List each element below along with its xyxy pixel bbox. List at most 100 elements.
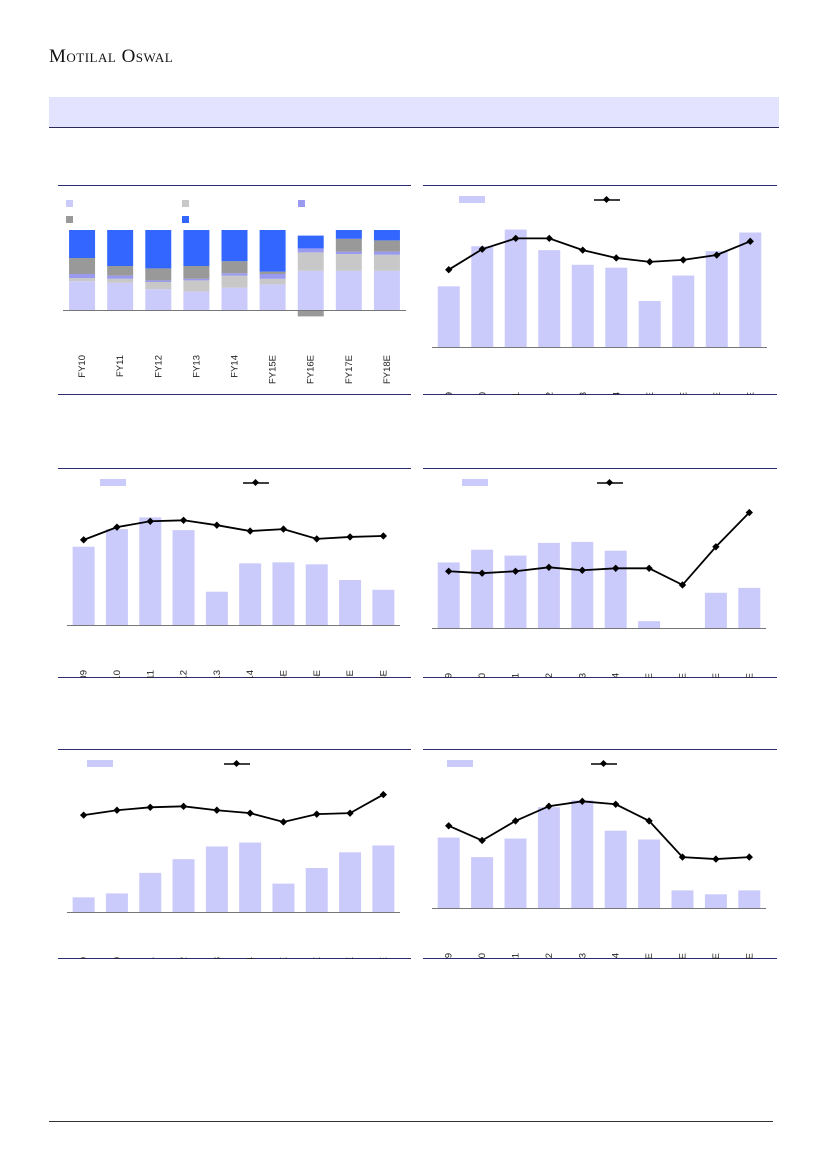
legend-bar-swatch [462,479,488,486]
stack-segment-5 [69,230,96,258]
x-tick-label: FY13 [191,355,202,378]
stack-segment-5 [373,230,400,241]
x-tick-label: FY15E [645,392,656,395]
x-tick-label: FY15E [644,673,655,678]
stack-segment-1 [145,289,172,310]
stack-segment-1 [183,291,210,310]
legend-line-marker [605,478,614,487]
stack-segment-4 [107,266,134,276]
bar [738,890,761,908]
bar [671,890,694,908]
bar [638,301,661,347]
chart-panel-4: FY09 FY10 FY11 FY12 FY13 FY14 FY15E FY16E FY17E F… [423,468,777,678]
bar [537,542,560,628]
bar [471,246,494,347]
bar [604,830,627,908]
stack-segment-5 [145,230,172,269]
x-tick-label: FY13 [212,957,223,959]
line-marker [445,822,453,830]
bar [272,883,295,912]
stack-segment-1 [297,270,324,310]
stack-segment-5 [221,230,248,262]
line-marker [179,516,188,524]
x-tick-label: FY18E [745,392,756,395]
line-marker [79,811,88,819]
line-marker [279,525,288,533]
line-marker [313,810,321,818]
bar [239,563,262,625]
legend-swatch [66,216,73,223]
chart-panel-1: FY10 FY11 FY12 FY13 FY14 FY15E FY16E FY17E FY18E [58,185,411,395]
bar [471,549,494,628]
line-marker [745,508,753,517]
bar [705,251,728,347]
stack-segment-1 [373,270,400,310]
bar [504,555,527,628]
x-tick-label: FY11 [511,673,522,678]
x-tick-label: FY17E [344,355,355,384]
line-marker [712,855,720,863]
x-tick-label: FY13 [577,953,588,959]
bar [139,872,162,912]
legend-line-marker [599,759,608,768]
bar [339,579,362,625]
stack-segment-4 [69,258,96,274]
line-marker [179,802,188,810]
stack-segment-4 [297,310,324,317]
stack-segment-5 [107,230,134,266]
bar [339,852,362,912]
bar [571,264,594,347]
stack-segment-4 [373,240,400,252]
x-tick-label: FY18E [378,670,389,678]
stack-segment-3 [183,278,210,281]
legend-line-marker [251,478,260,487]
bar [172,859,195,912]
line-marker [545,234,553,243]
x-tick-label: FY12 [179,957,190,959]
line-marker [478,245,486,253]
line-marker [146,803,154,811]
x-tick-label: FY15E [268,355,279,384]
bar-line-chart-2: FY09 FY10 FY11 FY12 FY13 FY14 FY15E FY16E FY17E F… [58,468,411,678]
line-marker [612,800,620,808]
legend-swatch [182,216,189,223]
stack-segment-3 [373,251,400,255]
line-marker [246,527,254,535]
section-title-band [49,97,779,128]
series-line [448,511,750,587]
line-marker [213,521,221,529]
bar [72,897,95,912]
x-tick-label: FY12 [153,355,164,378]
stack-segment-4 [335,238,362,252]
line-marker [313,535,321,543]
line-marker [745,853,753,861]
stack-segment-3 [297,248,324,253]
stack-segment-5 [183,230,210,266]
stack-segment-3 [259,274,286,279]
stack-segment-5 [259,230,286,272]
x-tick-label: FY14 [611,953,622,959]
stack-segment-4 [145,268,172,281]
line-marker [346,809,354,817]
legend-bar-swatch [459,196,485,203]
stack-segment-1 [221,287,248,310]
stack-segment-3 [107,275,134,279]
x-tick-label: FY18E [744,953,755,959]
line-marker [645,817,653,825]
bar-line-chart-5: FY09 FY10 FY11 FY12 FY13 FY14 FY15E FY16E FY17E F… [423,749,777,959]
bar [205,846,228,912]
legend-line-marker [602,195,611,204]
line-marker [645,564,653,572]
stack-segment-2 [297,252,324,271]
x-tick-label: FY09 [444,392,455,395]
line-marker [511,817,520,825]
x-tick-label: FY10 [477,392,488,395]
x-tick-label: FY17E [712,392,723,395]
series-line [448,800,750,860]
bar [638,839,661,908]
stack-segment-3 [145,280,172,282]
stack-segment-3 [69,274,96,278]
bar [604,550,627,628]
stack-segment-4 [259,271,286,274]
x-tick-label: FY16E [306,355,317,384]
